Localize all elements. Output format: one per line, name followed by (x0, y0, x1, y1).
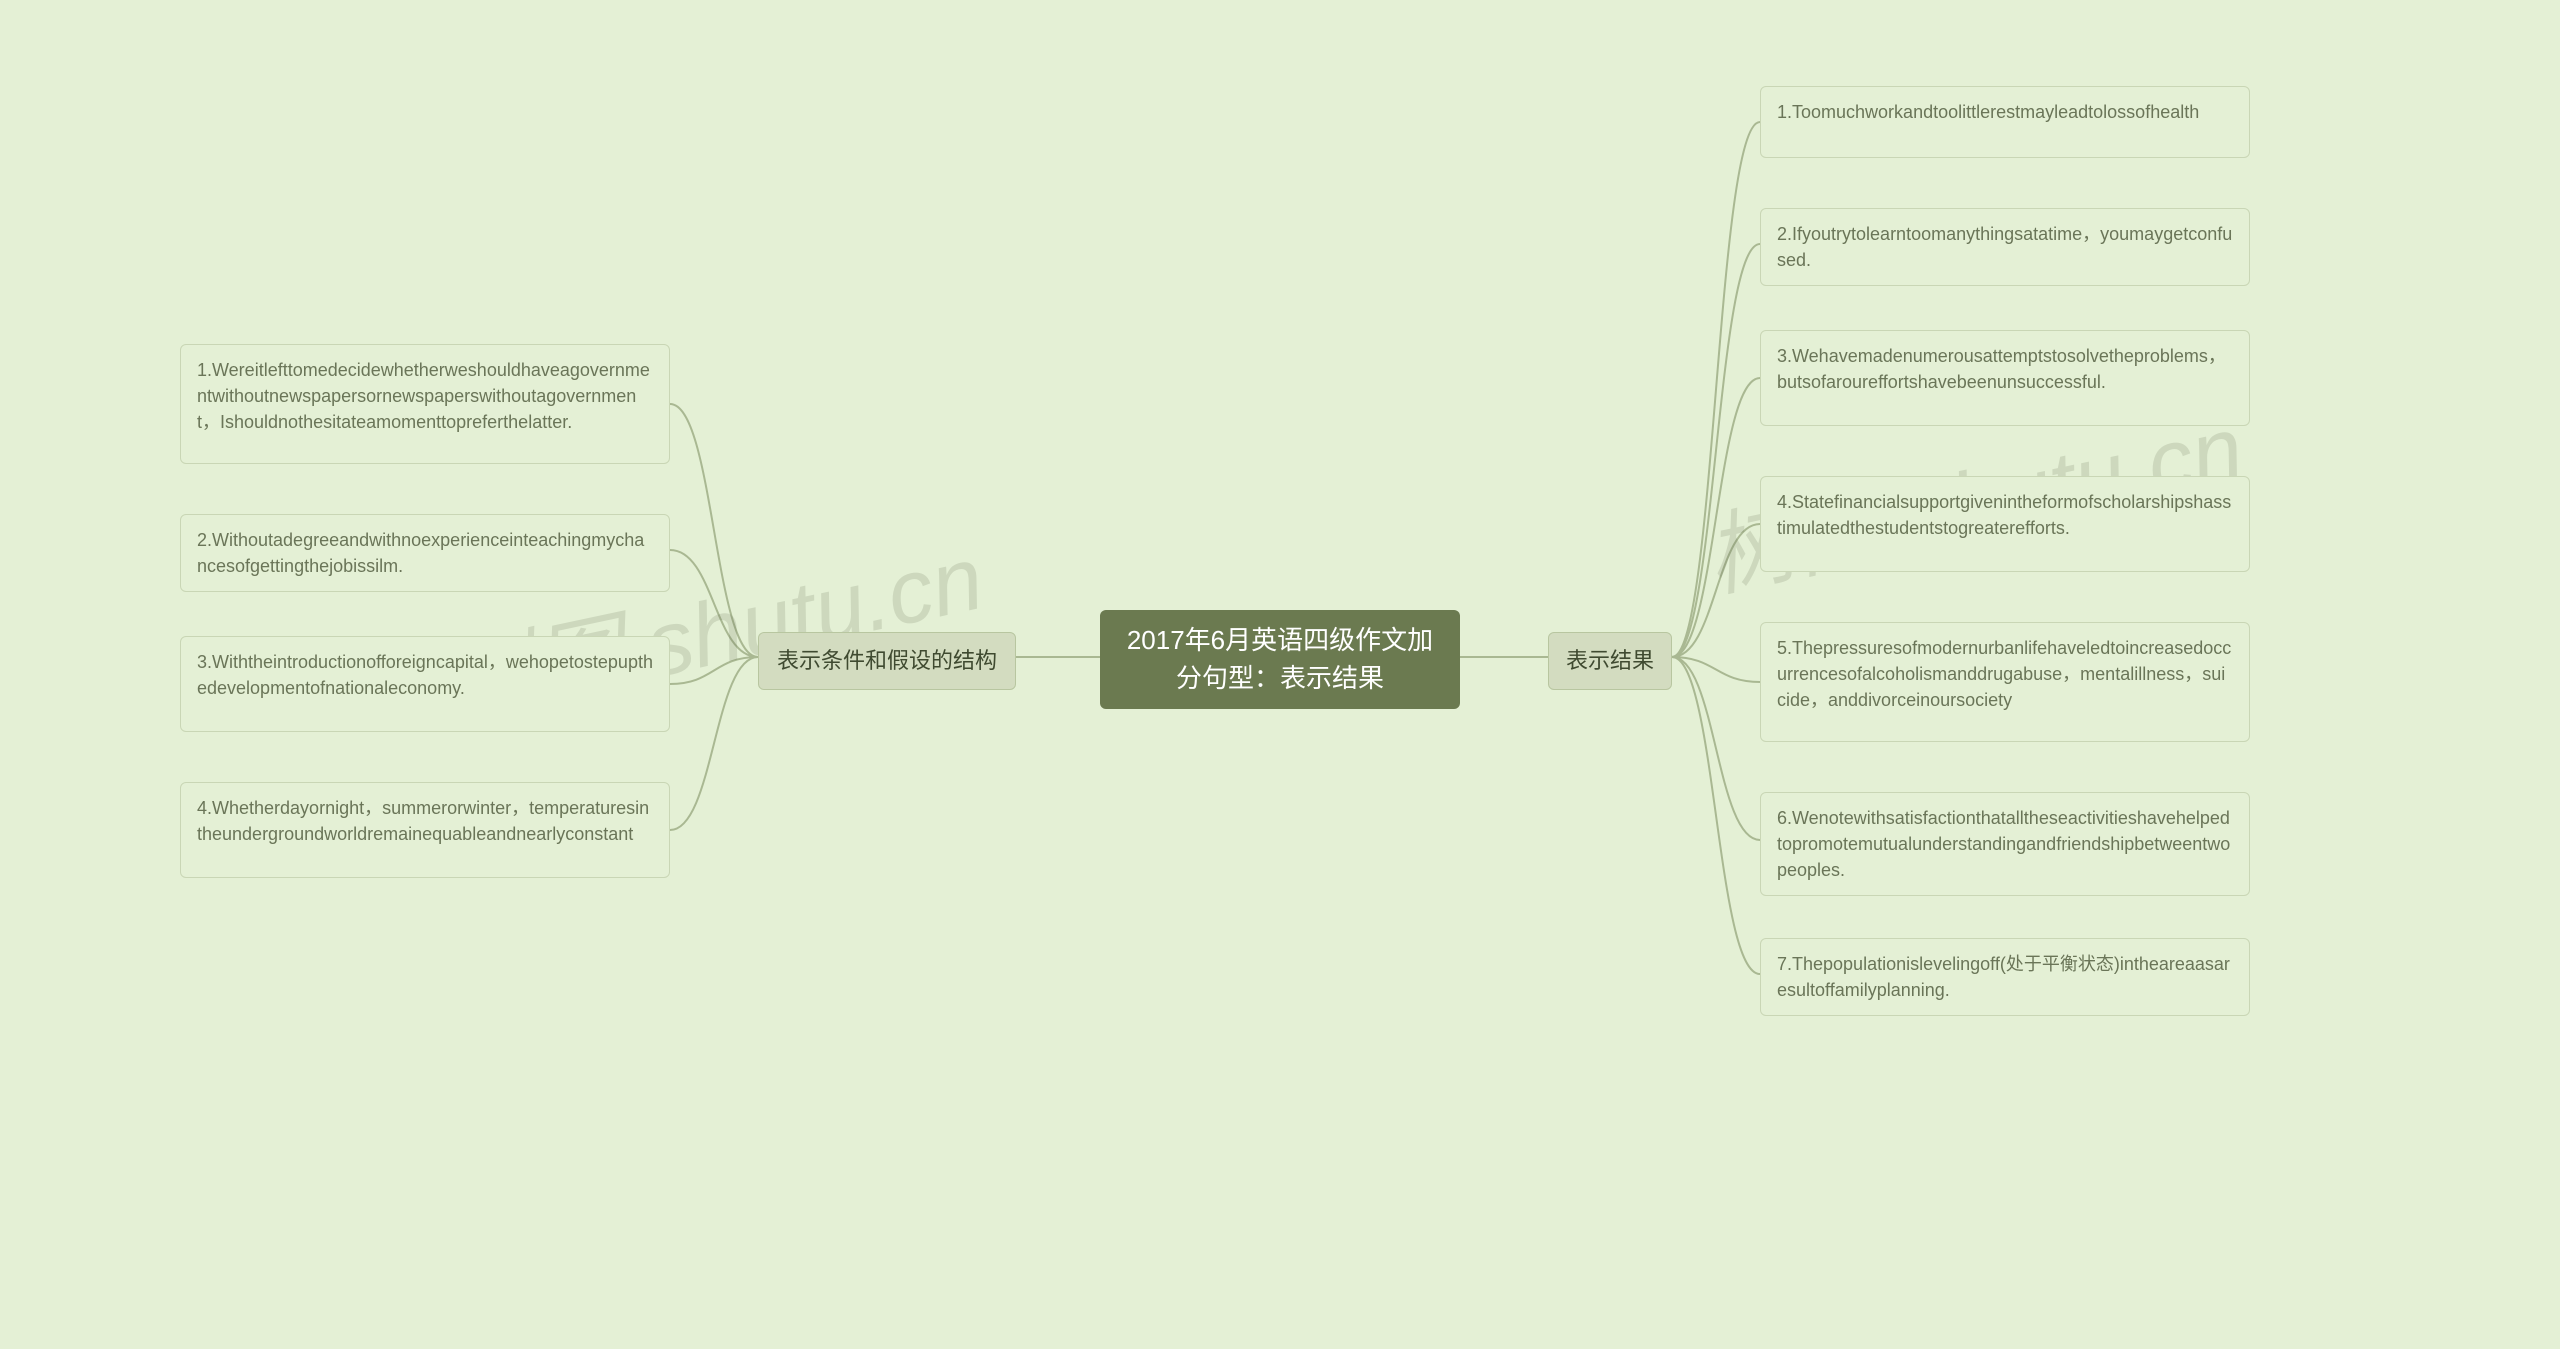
left-leaf-4: 4.Whetherdayornight，summerorwinter，tempe… (180, 782, 670, 878)
left-leaf-3: 3.Withtheintroductionofforeigncapital，we… (180, 636, 670, 732)
left-leaf-1: 1.Wereitlefttomedecidewhetherweshouldhav… (180, 344, 670, 464)
right-leaf-3: 3.Wehavemadenumerousattemptstosolvethepr… (1760, 330, 2250, 426)
right-leaf-5: 5.Thepressuresofmodernurbanlifehaveledto… (1760, 622, 2250, 742)
left-leaf-2: 2.Withoutadegreeandwithnoexperienceintea… (180, 514, 670, 592)
right-leaf-4: 4.Statefinancialsupportgivenintheformofs… (1760, 476, 2250, 572)
right-leaf-2: 2.Ifyoutrytolearntoomanythingsatatime，yo… (1760, 208, 2250, 286)
right-leaf-6: 6.Wenotewithsatisfactionthatalltheseacti… (1760, 792, 2250, 896)
center-node: 2017年6月英语四级作文加分句型：表示结果 (1100, 610, 1460, 709)
left-branch-node: 表示条件和假设的结构 (758, 632, 1016, 690)
right-branch-node: 表示结果 (1548, 632, 1672, 690)
right-leaf-1: 1.Toomuchworkandtoolittlerestmayleadtolo… (1760, 86, 2250, 158)
right-leaf-7: 7.Thepopulationislevelingoff(处于平衡状态)inth… (1760, 938, 2250, 1016)
